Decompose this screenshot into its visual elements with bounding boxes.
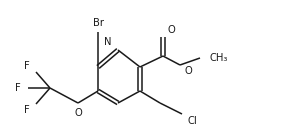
Text: Br: Br	[92, 18, 103, 28]
Text: N: N	[104, 37, 112, 47]
Text: F: F	[15, 83, 21, 93]
Text: O: O	[167, 25, 175, 35]
Text: O: O	[184, 66, 192, 76]
Text: CH₃: CH₃	[210, 53, 228, 63]
Text: O: O	[74, 108, 82, 118]
Text: F: F	[24, 61, 30, 71]
Text: F: F	[24, 105, 30, 115]
Text: Cl: Cl	[187, 116, 197, 126]
